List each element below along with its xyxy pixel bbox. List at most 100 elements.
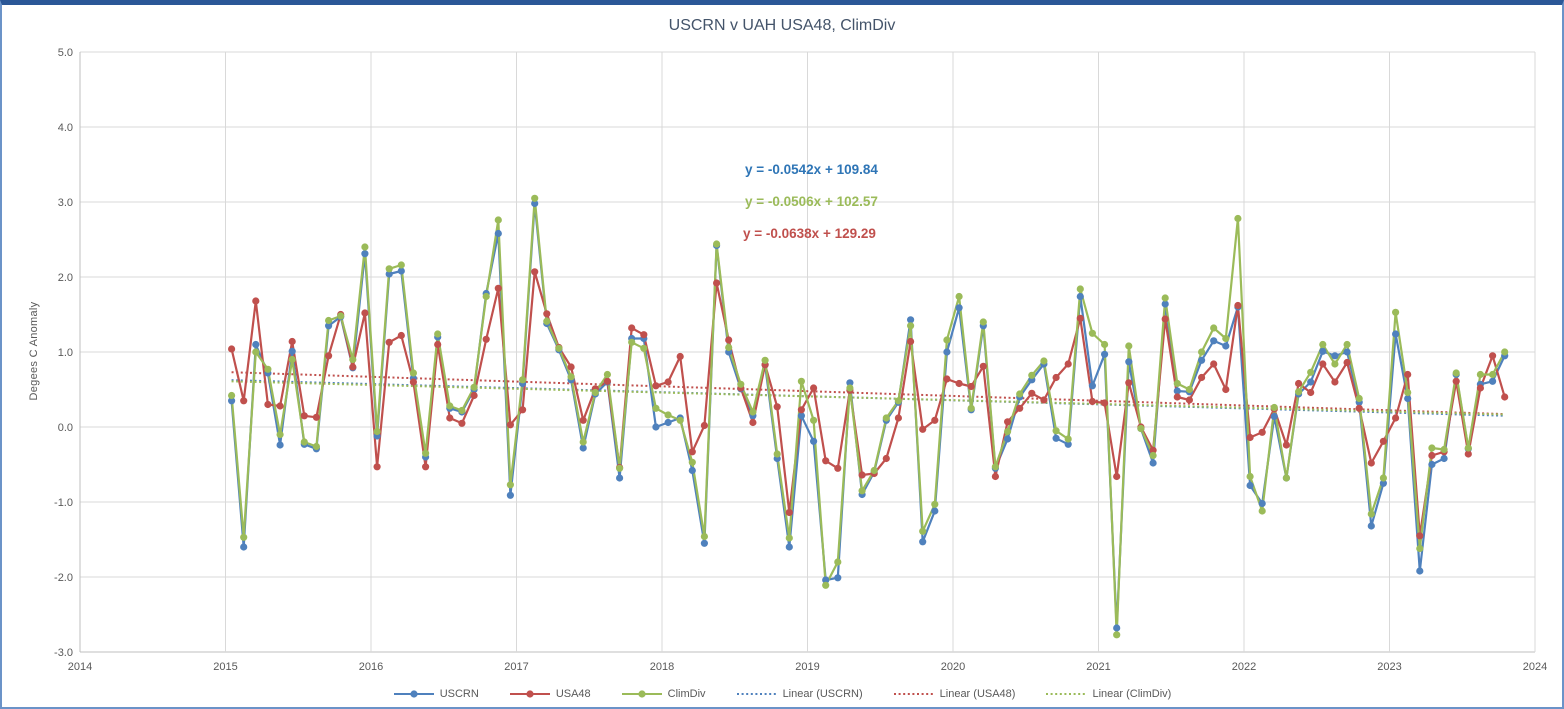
marker-climdiv: [1489, 370, 1497, 379]
marker-climdiv: [676, 416, 684, 424]
marker-usa48: [1343, 358, 1351, 367]
marker-climdiv: [1295, 388, 1303, 396]
x-tick-label: 2024: [1523, 661, 1547, 673]
y-tick-label: -1.0: [54, 497, 73, 509]
marker-usa48: [700, 421, 709, 430]
marker-climdiv: [761, 356, 769, 364]
legend-item-linear-uscrn-: Linear (USCRN): [736, 688, 863, 700]
marker-usa48: [1282, 441, 1290, 449]
dotted-line-swatch-icon: [1046, 693, 1087, 695]
marker-usa48: [1319, 360, 1327, 368]
marker-climdiv: [846, 384, 854, 392]
marker-climdiv: [1270, 403, 1278, 412]
marker-climdiv: [543, 317, 551, 325]
x-tick-label: 2019: [795, 661, 819, 673]
y-tick-label: 5.0: [58, 47, 73, 59]
x-tick-label: 2016: [359, 661, 383, 673]
marker-climdiv: [1004, 427, 1012, 436]
marker-uscrn: [1307, 378, 1315, 386]
legend-item-linear-climdiv-: Linear (ClimDiv): [1045, 688, 1171, 700]
marker-usa48: [543, 310, 551, 318]
marker-usa48: [228, 345, 236, 353]
marker-usa48: [240, 397, 248, 405]
marker-climdiv: [1379, 474, 1387, 482]
marker-uscrn: [1052, 434, 1060, 442]
marker-climdiv: [1234, 214, 1242, 223]
legend-label: Linear (USA48): [939, 688, 1016, 700]
marker-uscrn: [494, 229, 502, 238]
marker-climdiv: [1064, 435, 1072, 443]
marker-usa48: [943, 375, 951, 383]
marker-uscrn: [531, 199, 539, 208]
marker-uscrn: [1125, 358, 1133, 366]
marker-uscrn: [1101, 350, 1109, 358]
legend-item-usa48: USA48: [509, 688, 591, 700]
marker-climdiv: [603, 370, 612, 379]
marker-climdiv: [434, 330, 442, 338]
x-tick-label: 2014: [68, 661, 92, 673]
dotted-line-swatch-icon: [893, 693, 934, 695]
marker-climdiv: [700, 532, 709, 541]
marker-climdiv: [822, 581, 830, 589]
marker-usa48: [1476, 384, 1484, 392]
marker-usa48: [1016, 404, 1024, 412]
marker-uscrn: [1319, 347, 1327, 355]
marker-usa48: [361, 309, 369, 317]
dotted-line-swatch-icon: [736, 693, 777, 695]
marker-uscrn: [1440, 454, 1448, 463]
marker-uscrn: [1113, 624, 1121, 632]
legend-label: USCRN: [439, 688, 479, 700]
marker-usa48: [506, 421, 514, 429]
marker-usa48: [531, 268, 539, 276]
marker-climdiv: [555, 344, 563, 352]
marker-climdiv: [325, 316, 333, 325]
marker-usa48: [325, 352, 333, 360]
marker-climdiv: [409, 369, 417, 377]
marker-uscrn: [664, 418, 672, 427]
marker-uscrn: [1270, 412, 1278, 421]
marker-usa48: [397, 331, 405, 340]
marker-uscrn: [1222, 342, 1230, 350]
y-tick-label: 1.0: [58, 347, 73, 359]
marker-usa48: [422, 463, 430, 471]
marker-climdiv: [1307, 368, 1315, 376]
marker-usa48: [967, 382, 975, 391]
marker-usa48: [1052, 373, 1060, 382]
marker-usa48: [1258, 428, 1266, 436]
marker-usa48: [834, 464, 842, 472]
marker-usa48: [955, 379, 963, 388]
marker-uscrn: [1004, 435, 1012, 443]
marker-usa48: [1295, 379, 1303, 388]
marker-climdiv: [1416, 544, 1424, 553]
marker-uscrn: [907, 316, 915, 324]
marker-uscrn: [955, 304, 963, 312]
marker-usa48: [1222, 385, 1230, 394]
marker-usa48: [446, 414, 454, 422]
marker-usa48: [979, 362, 987, 370]
marker-climdiv: [337, 312, 345, 320]
marker-usa48: [1064, 360, 1072, 368]
marker-usa48: [482, 335, 490, 343]
marker-climdiv: [1210, 324, 1218, 332]
marker-uscrn: [931, 507, 939, 515]
marker-uscrn: [385, 270, 393, 278]
marker-usa48: [1355, 404, 1363, 412]
marker-usa48: [664, 378, 672, 386]
marker-uscrn: [810, 437, 818, 445]
marker-usa48: [1452, 377, 1460, 385]
series-line-uscrn: [230, 202, 1506, 630]
marker-uscrn: [397, 267, 405, 275]
marker-usa48: [288, 337, 296, 346]
marker-uscrn: [919, 538, 927, 546]
y-tick-label: 2.0: [58, 272, 73, 284]
marker-climdiv: [458, 406, 466, 415]
marker-climdiv: [1222, 334, 1230, 343]
marker-usa48: [470, 391, 478, 400]
marker-usa48: [1198, 373, 1206, 382]
marker-usa48: [385, 338, 393, 346]
marker-usa48: [409, 378, 417, 386]
marker-climdiv: [907, 322, 915, 330]
marker-usa48: [919, 425, 927, 433]
marker-uscrn: [1088, 382, 1096, 390]
